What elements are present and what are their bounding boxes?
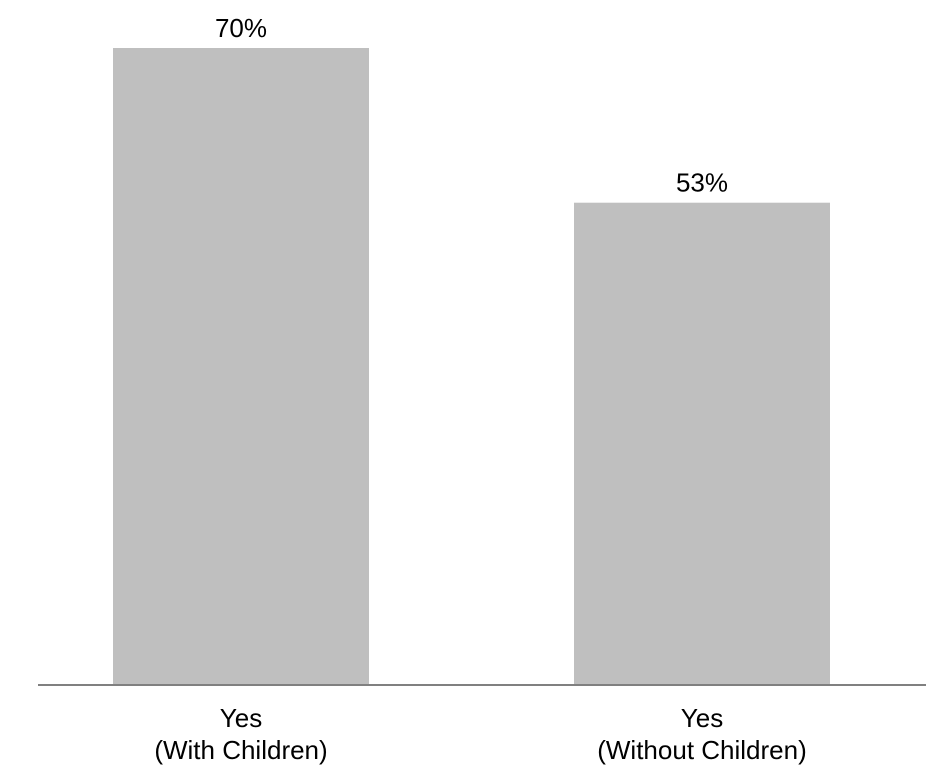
value-labels-group: 70% 53%	[215, 13, 728, 198]
category-label-2-line-1: Yes	[681, 703, 723, 733]
data-label-2: 53%	[676, 168, 728, 198]
bar-1	[113, 48, 369, 685]
category-label-2-line-2: (Without Children)	[597, 735, 807, 765]
bars-group	[113, 48, 830, 685]
category-label-1-line-1: Yes	[220, 703, 262, 733]
bar-2	[574, 202, 830, 685]
category-labels-group: Yes(With Children)Yes(Without Children)	[154, 703, 806, 765]
category-label-1-line-2: (With Children)	[154, 735, 327, 765]
data-label-1: 70%	[215, 13, 267, 43]
